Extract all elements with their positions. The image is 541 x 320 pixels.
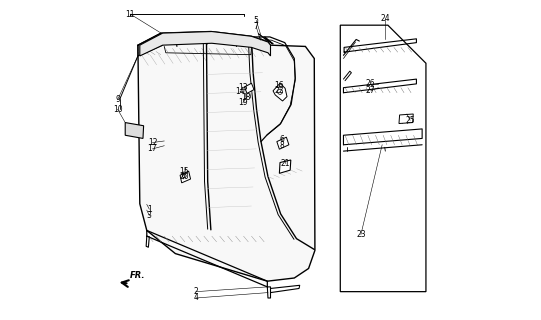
Text: FR.: FR.: [130, 271, 146, 280]
Text: 14: 14: [235, 87, 245, 96]
Text: 12: 12: [148, 138, 157, 147]
Text: 3: 3: [147, 211, 152, 220]
Text: 18: 18: [241, 93, 250, 102]
Text: 23: 23: [356, 230, 366, 239]
Text: 22: 22: [275, 86, 284, 95]
Text: 6: 6: [279, 135, 284, 144]
Text: 19: 19: [238, 99, 248, 108]
Polygon shape: [279, 160, 291, 173]
Text: 17: 17: [148, 144, 157, 153]
Polygon shape: [180, 171, 190, 183]
Text: 5: 5: [254, 16, 259, 25]
Text: 1: 1: [147, 205, 151, 214]
Text: 9: 9: [115, 95, 120, 104]
Polygon shape: [245, 83, 254, 93]
Polygon shape: [277, 137, 289, 149]
Text: 24: 24: [380, 14, 390, 23]
Polygon shape: [273, 83, 287, 101]
Text: 20: 20: [180, 172, 189, 181]
Text: 8: 8: [279, 140, 284, 149]
Text: 21: 21: [280, 159, 289, 168]
Polygon shape: [138, 32, 315, 281]
Text: 11: 11: [126, 10, 135, 19]
Text: 27: 27: [366, 86, 375, 95]
Polygon shape: [140, 32, 270, 56]
Text: 4: 4: [194, 293, 199, 302]
Polygon shape: [340, 25, 426, 292]
Text: 16: 16: [275, 81, 284, 90]
Text: 13: 13: [238, 83, 248, 92]
Text: 25: 25: [405, 116, 415, 125]
Text: 10: 10: [113, 105, 122, 114]
Text: 7: 7: [254, 22, 259, 31]
Text: 26: 26: [366, 79, 375, 88]
Text: 2: 2: [194, 287, 199, 296]
Polygon shape: [125, 123, 143, 139]
Polygon shape: [399, 114, 413, 124]
Text: 15: 15: [180, 167, 189, 176]
